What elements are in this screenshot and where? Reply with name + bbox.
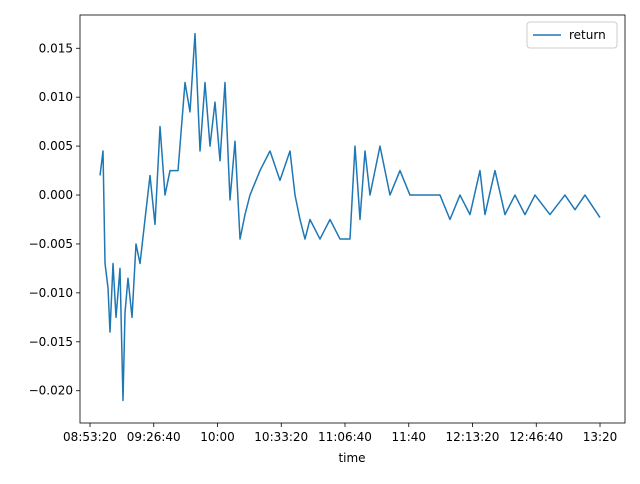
y-tick-label: 0.000 bbox=[39, 188, 73, 202]
y-tick-label: 0.010 bbox=[39, 90, 73, 104]
y-tick-label: 0.005 bbox=[39, 139, 73, 153]
x-tick-label: 10:33:20 bbox=[254, 430, 308, 444]
x-tick-label: 12:13:20 bbox=[446, 430, 500, 444]
legend-label: return bbox=[569, 28, 606, 42]
legend-box bbox=[526, 21, 618, 49]
x-tick-label: 08:53:20 bbox=[63, 430, 117, 444]
line-series bbox=[99, 32, 601, 402]
y-tick-label: 0.015 bbox=[39, 41, 73, 55]
y-tick-label: −0.005 bbox=[29, 237, 73, 251]
x-tick-label: 12:46:40 bbox=[509, 430, 563, 444]
x-tick-label: 10:00 bbox=[200, 430, 235, 444]
x-axis-label: time bbox=[338, 451, 365, 465]
y-tick-label: −0.020 bbox=[29, 384, 73, 398]
x-tick-label: 09:26:40 bbox=[127, 430, 181, 444]
axes-frame bbox=[79, 14, 626, 424]
y-tick-label: −0.015 bbox=[29, 335, 73, 349]
x-tick-label: 11:06:40 bbox=[318, 430, 372, 444]
x-tick-label: 13:20 bbox=[583, 430, 618, 444]
x-tick-label: 11:40 bbox=[391, 430, 426, 444]
y-tick-label: −0.010 bbox=[29, 286, 73, 300]
